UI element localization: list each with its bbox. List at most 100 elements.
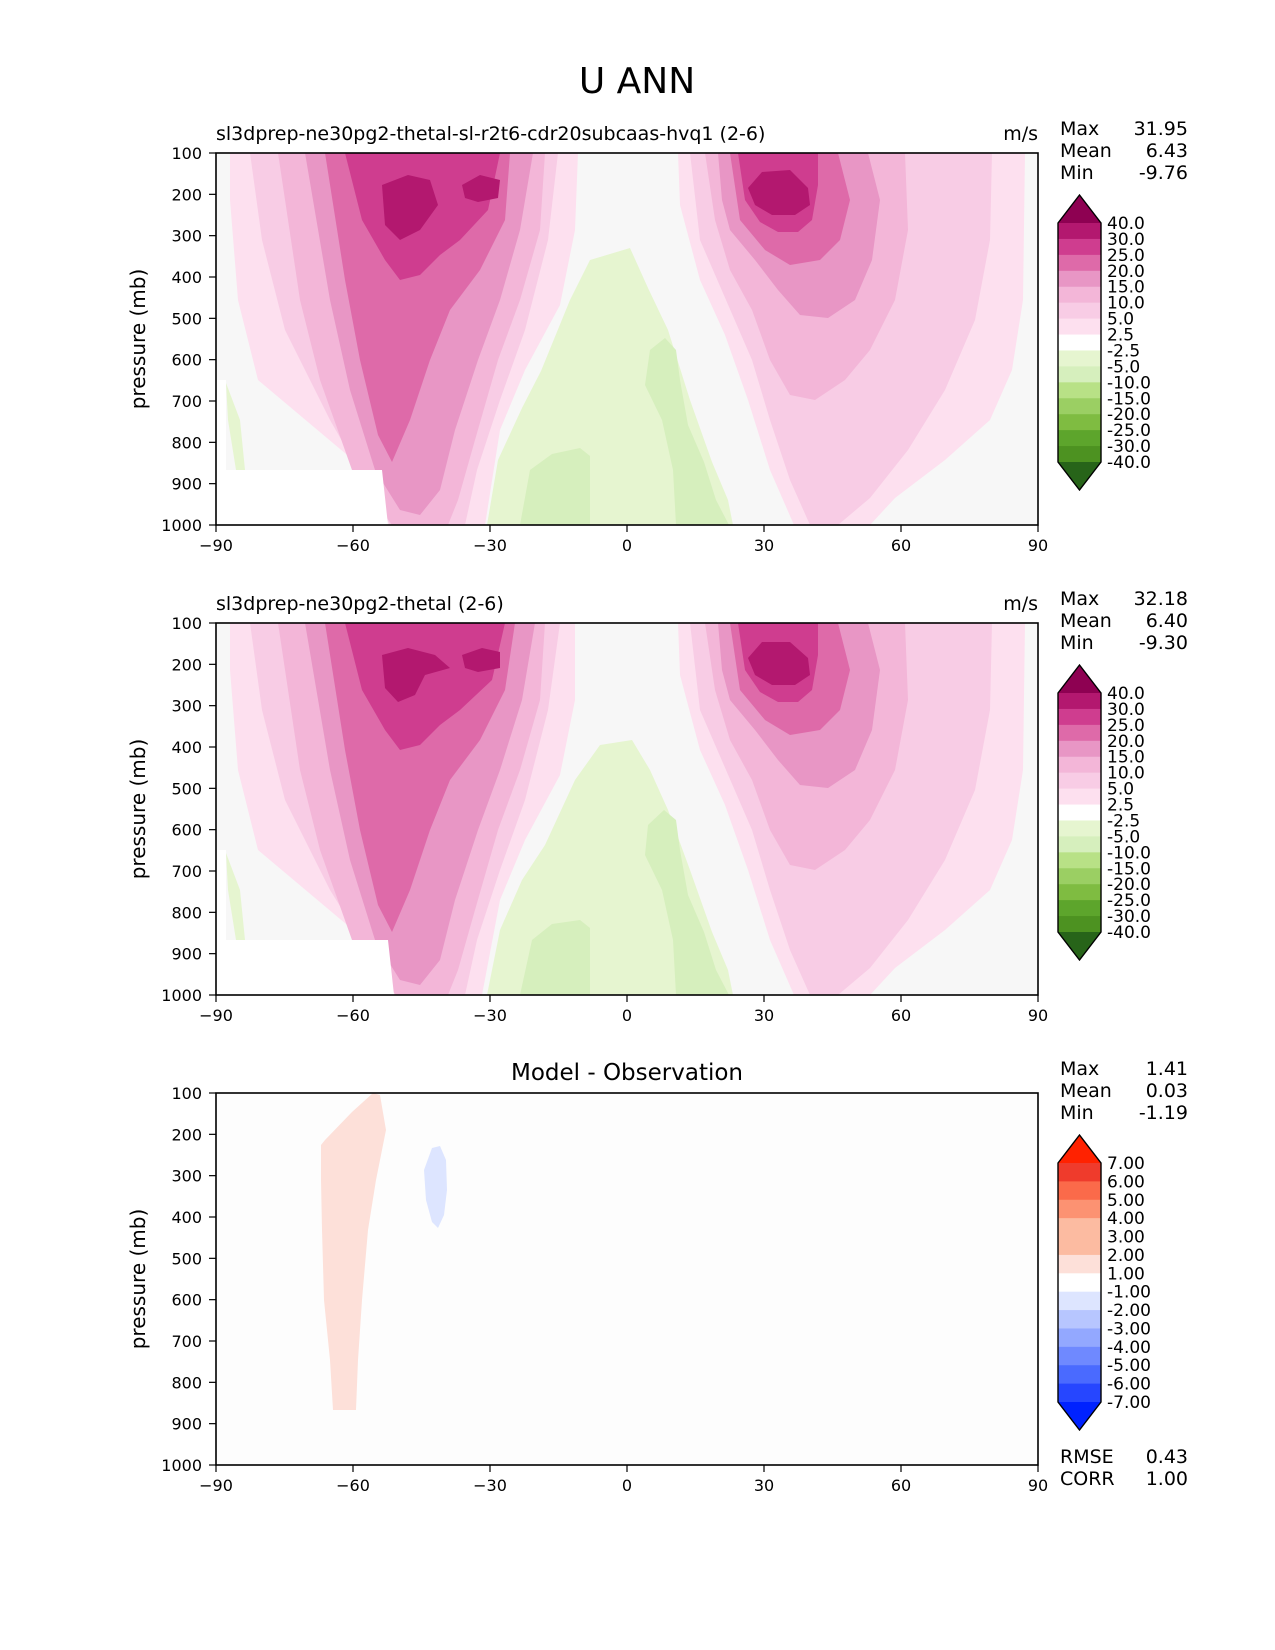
colorbar-segment — [1058, 1273, 1101, 1293]
y-tick-label: 100 — [171, 144, 202, 163]
stat-label: RMSE — [1060, 1446, 1114, 1468]
x-tick-label: −30 — [473, 1476, 507, 1495]
colorbar-tick-label: -5.00 — [1107, 1356, 1151, 1376]
y-tick-label: 800 — [171, 433, 202, 452]
y-tick-label: 600 — [171, 351, 202, 370]
y-tick-label: 100 — [171, 614, 202, 633]
x-tick-label: −90 — [199, 1476, 233, 1495]
y-tick-label: 700 — [171, 862, 202, 881]
stat-value: 1.00 — [1146, 1468, 1188, 1490]
colorbar-tick-label: 2.5 — [1107, 796, 1134, 816]
colorbar-outline — [1057, 193, 1102, 492]
colorbar-tick-label: 25.0 — [1107, 716, 1145, 736]
x-tick-label: −60 — [336, 1476, 370, 1495]
y-axis: 100 200 300 400 500 600 700 800 900 1000 — [161, 614, 216, 1005]
contour-band-pos-30-0-b — [462, 175, 500, 202]
stats-box: Max 31.95 Mean 6.43 Min -9.76 — [1060, 118, 1188, 184]
colorbar-tick-label: -3.00 — [1107, 1319, 1151, 1339]
missing-data-mask — [216, 850, 394, 995]
x-axis: −90 −60 −30 0 30 60 90 — [199, 525, 1048, 555]
colorbar-segment — [1058, 350, 1101, 367]
contour-band-pos-30-0-c — [748, 170, 810, 215]
colorbar-tick-label: 3.00 — [1107, 1228, 1145, 1248]
colorbar-segment — [1058, 414, 1101, 431]
stat-label: Max — [1060, 118, 1099, 140]
colorbar-segment — [1058, 286, 1101, 304]
colorbar-tick-label: -20.0 — [1107, 875, 1151, 895]
units-label: m/s — [1003, 123, 1038, 145]
colorbar-extend-top — [1058, 1135, 1101, 1163]
y-tick-label: 600 — [171, 821, 202, 840]
y-axis: 100 200 300 400 500 600 700 800 900 1000 — [161, 1084, 216, 1475]
colorbar-tick-label: -20.0 — [1107, 405, 1151, 425]
colorbar-segment — [1058, 708, 1101, 726]
stat-value: 1.41 — [1146, 1058, 1188, 1080]
colorbar-segment — [1058, 1254, 1101, 1274]
colorbar-tick-label: 4.00 — [1107, 1209, 1145, 1229]
stat-label: CORR — [1060, 1468, 1115, 1490]
y-axis-label: pressure (mb) — [126, 1209, 150, 1350]
colorbar-segment — [1058, 868, 1101, 885]
colorbar-segment — [1058, 884, 1101, 901]
y-tick-label: 300 — [171, 697, 202, 716]
colorbar: 40.030.025.020.015.010.05.02.5-2.5-5.0-1… — [1057, 193, 1151, 492]
colorbar-tick-label: 7.00 — [1107, 1154, 1145, 1174]
colorbar-tick-label: -2.5 — [1107, 341, 1140, 361]
contour-band-pos-30-0 — [382, 175, 438, 240]
colorbar-segment — [1058, 302, 1101, 320]
colorbar-segment — [1058, 1365, 1101, 1385]
x-tick-label: 90 — [1028, 536, 1048, 555]
colorbar-segment — [1058, 852, 1101, 869]
stat-label: Max — [1060, 1058, 1099, 1080]
contour-band-pos-1-00 — [321, 1093, 386, 1410]
contour-band-neg-10-0 — [520, 448, 590, 525]
colorbar-extend-bottom — [1058, 462, 1101, 490]
stat-label: Mean — [1060, 610, 1112, 632]
y-tick-label: 200 — [171, 1125, 202, 1144]
colorbar-extend-bottom — [1058, 1402, 1101, 1430]
panel-difference: Model - Observation 10020030040050060070… — [126, 1058, 1188, 1495]
colorbar-tick-label: -40.0 — [1107, 453, 1151, 473]
colorbar-segment — [1058, 820, 1101, 837]
colorbar-segment — [1058, 318, 1101, 336]
stat-label: Min — [1060, 1102, 1094, 1124]
colorbar-segment — [1058, 1236, 1101, 1256]
y-tick-label: 900 — [171, 945, 202, 964]
y-axis-label: pressure (mb) — [126, 739, 150, 880]
colorbar-segment — [1058, 1163, 1101, 1182]
contour-band-neg-1-00 — [424, 1146, 447, 1228]
stat-value: -1.19 — [1139, 1102, 1188, 1124]
colorbar-tick-label: 20.0 — [1107, 732, 1145, 752]
stat-label: Mean — [1060, 1080, 1112, 1102]
y-tick-label: 700 — [171, 1332, 202, 1351]
contour-plot — [215, 152, 1039, 526]
y-tick-label: 500 — [171, 1249, 202, 1268]
colorbar-tick-label: 1.00 — [1107, 1264, 1145, 1284]
colorbar-tick-label: -15.0 — [1107, 859, 1151, 879]
stat-label: Max — [1060, 588, 1099, 610]
colorbar-tick-label: -10.0 — [1107, 373, 1151, 393]
colorbar-tick-label: -5.0 — [1107, 827, 1140, 847]
colorbar-segment — [1058, 724, 1101, 742]
colorbar-tick-label: -10.0 — [1107, 843, 1151, 863]
colorbar-tick-label: 10.0 — [1107, 294, 1145, 314]
y-tick-label: 700 — [171, 392, 202, 411]
colorbar-tick-label: 5.00 — [1107, 1191, 1145, 1211]
colorbar-tick-label: 15.0 — [1107, 748, 1145, 768]
x-tick-label: −60 — [336, 536, 370, 555]
y-tick-label: 100 — [171, 1084, 202, 1103]
colorbar-tick-label: 5.0 — [1107, 310, 1134, 330]
y-tick-label: 800 — [171, 903, 202, 922]
x-axis: −90 −60 −30 0 30 60 90 — [199, 995, 1048, 1025]
y-axis-label: pressure (mb) — [126, 269, 150, 410]
y-tick-label: 300 — [171, 227, 202, 246]
colorbar-tick-label: 30.0 — [1107, 700, 1145, 720]
colorbar-segment — [1058, 693, 1101, 710]
colorbar-segment — [1058, 1199, 1101, 1219]
x-tick-label: 60 — [891, 536, 911, 555]
colorbar-segment — [1058, 1383, 1101, 1403]
colorbar-tick-label: 40.0 — [1107, 214, 1145, 234]
y-tick-label: 900 — [171, 1415, 202, 1434]
colorbar-segment — [1058, 446, 1101, 463]
panel-test-1: sl3dprep-ne30pg2-thetal-sl-r2t6-cdr20sub… — [126, 118, 1188, 555]
